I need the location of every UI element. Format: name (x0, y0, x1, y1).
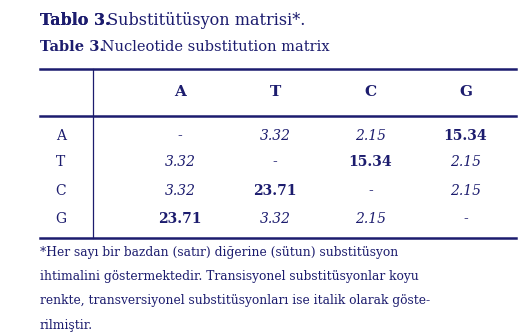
Text: -: - (463, 212, 468, 226)
Text: G: G (55, 212, 67, 226)
Text: 2.15: 2.15 (450, 155, 481, 170)
Text: A: A (56, 129, 66, 143)
Text: 2.15: 2.15 (355, 212, 386, 226)
Text: G: G (459, 85, 472, 99)
Text: 15.34: 15.34 (349, 155, 392, 170)
Text: rilmiştir.: rilmiştir. (40, 319, 93, 332)
Text: renkte, transversiyonel substitüsyonları ise italik olarak göste-: renkte, transversiyonel substitüsyonları… (40, 294, 430, 308)
Text: 3.32: 3.32 (165, 184, 195, 198)
Text: ihtimalini göstermektedir. Transisyonel substitüsyonlar koyu: ihtimalini göstermektedir. Transisyonel … (40, 270, 418, 283)
Text: Substitütüsyon matrisi*.: Substitütüsyon matrisi*. (102, 12, 305, 29)
Text: A: A (174, 85, 186, 99)
Text: C: C (56, 184, 66, 198)
Text: 23.71: 23.71 (158, 212, 202, 226)
Text: 3.32: 3.32 (260, 212, 290, 226)
Text: Tablo 3.: Tablo 3. (40, 12, 110, 29)
Text: -: - (273, 155, 277, 170)
Text: 3.32: 3.32 (165, 155, 195, 170)
Text: T: T (269, 85, 281, 99)
Text: Nucleotide substitution matrix: Nucleotide substitution matrix (97, 40, 330, 54)
Text: Tablo 3.: Tablo 3. (40, 12, 110, 29)
Text: -: - (178, 129, 182, 143)
Text: *Her sayı bir bazdan (satır) diğerine (sütun) substitüsyon: *Her sayı bir bazdan (satır) diğerine (s… (40, 246, 398, 259)
Text: T: T (56, 155, 66, 170)
Text: 23.71: 23.71 (253, 184, 297, 198)
Text: C: C (364, 85, 376, 99)
Text: 15.34: 15.34 (444, 129, 487, 143)
Text: 3.32: 3.32 (260, 129, 290, 143)
Text: Table 3.: Table 3. (40, 40, 104, 54)
Text: 2.15: 2.15 (450, 184, 481, 198)
Text: 2.15: 2.15 (355, 129, 386, 143)
Text: -: - (368, 184, 372, 198)
